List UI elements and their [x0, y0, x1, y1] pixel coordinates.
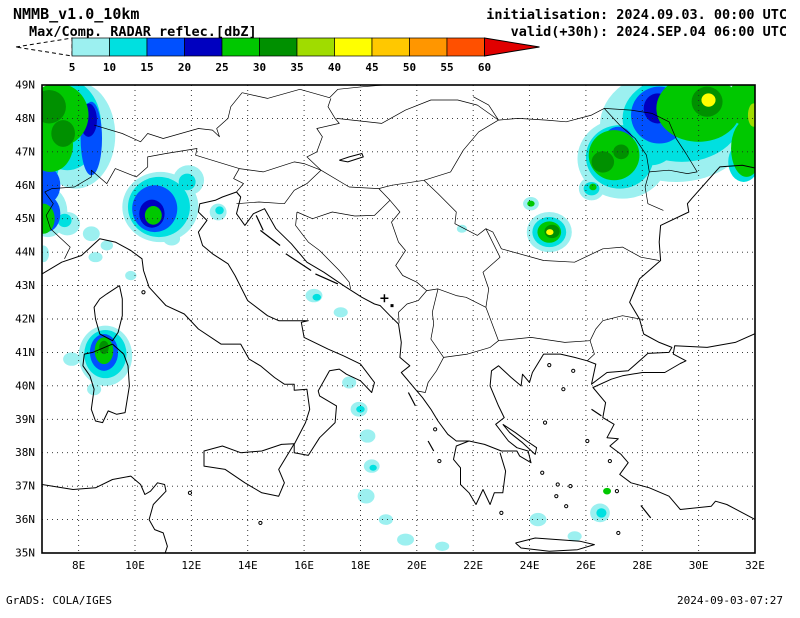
svg-text:49N: 49N [15, 80, 35, 92]
svg-text:20: 20 [178, 61, 191, 74]
svg-text:20E: 20E [407, 559, 427, 572]
svg-text:41N: 41N [15, 346, 35, 359]
svg-text:45N: 45N [15, 212, 35, 225]
svg-text:37N: 37N [15, 480, 35, 493]
map-frame [41, 84, 756, 554]
svg-text:22E: 22E [463, 559, 483, 572]
colorbar-tick-labels: 5 10 15 20 25 30 35 40 45 50 55 60 [69, 61, 491, 74]
radar-shading [42, 85, 755, 551]
grads-credit: GrADS: COLA/IGES [6, 594, 112, 607]
svg-text:36N: 36N [15, 513, 35, 526]
svg-text:10: 10 [103, 61, 116, 74]
svg-text:45: 45 [365, 61, 378, 74]
svg-text:32E: 32E [745, 559, 765, 572]
graticule [42, 85, 755, 553]
svg-text:26E: 26E [576, 559, 596, 572]
init-time-label: initialisation: 2024.09.03. 00:00 UTC [486, 7, 787, 23]
svg-text:40N: 40N [15, 379, 35, 392]
svg-text:43N: 43N [15, 279, 35, 292]
svg-text:60: 60 [478, 61, 491, 74]
svg-text:40: 40 [328, 61, 341, 74]
model-title: NMMB_v1.0_10km [13, 5, 140, 23]
country-borders [44, 85, 698, 393]
svg-text:10E: 10E [125, 559, 145, 572]
header-row-2: Max/Comp. RADAR reflec.[dbZ] valid(+30h)… [29, 24, 787, 40]
station-markers [380, 294, 394, 308]
colorbar: 5 10 15 20 25 30 35 40 45 50 55 60 [15, 37, 540, 74]
svg-text:8E: 8E [72, 559, 85, 572]
product-title: Max/Comp. RADAR reflec.[dbZ] [29, 24, 257, 40]
svg-text:50: 50 [403, 61, 416, 74]
svg-text:12E: 12E [181, 559, 201, 572]
svg-text:38N: 38N [15, 446, 35, 459]
svg-text:35: 35 [290, 61, 303, 74]
svg-text:14E: 14E [238, 559, 258, 572]
valid-time-label: valid(+30h): 2024.SEP.04 06:00 UTC [510, 24, 787, 40]
svg-text:39N: 39N [15, 413, 35, 426]
svg-text:24E: 24E [520, 559, 540, 572]
colorbar-scale [15, 37, 540, 57]
svg-text:55: 55 [440, 61, 453, 74]
svg-text:30: 30 [253, 61, 266, 74]
header-row-1: NMMB_v1.0_10km initialisation: 2024.09.0… [13, 5, 787, 23]
svg-text:28E: 28E [632, 559, 652, 572]
svg-text:48N: 48N [15, 112, 35, 125]
map-plot: 49N 48N 47N 46N 45N 44N 43N 42N 41N 40N 39N 38N 37N 3… [15, 80, 765, 572]
svg-text:46N: 46N [15, 179, 35, 192]
svg-text:5: 5 [69, 61, 76, 74]
created-timestamp: 2024-09-03-07:27 [677, 594, 783, 607]
footer: GrADS: COLA/IGES 2024-09-03-07:27 [6, 594, 783, 607]
svg-text:18E: 18E [351, 559, 371, 572]
svg-text:35N: 35N [15, 547, 35, 560]
svg-text:15: 15 [140, 61, 153, 74]
svg-text:16E: 16E [294, 559, 314, 572]
svg-text:42N: 42N [15, 313, 35, 326]
svg-text:47N: 47N [15, 145, 35, 158]
svg-text:25: 25 [215, 61, 228, 74]
svg-text:44N: 44N [15, 246, 35, 259]
lat-axis-labels: 49N 48N 47N 46N 45N 44N 43N 42N 41N 40N 39N 38N 37N 3… [15, 80, 35, 560]
svg-text:30E: 30E [689, 559, 709, 572]
lon-axis-labels: 8E 10E 12E 14E 16E 18E 20E 22E 24E 26E 28E 30E 32E [72, 559, 765, 572]
